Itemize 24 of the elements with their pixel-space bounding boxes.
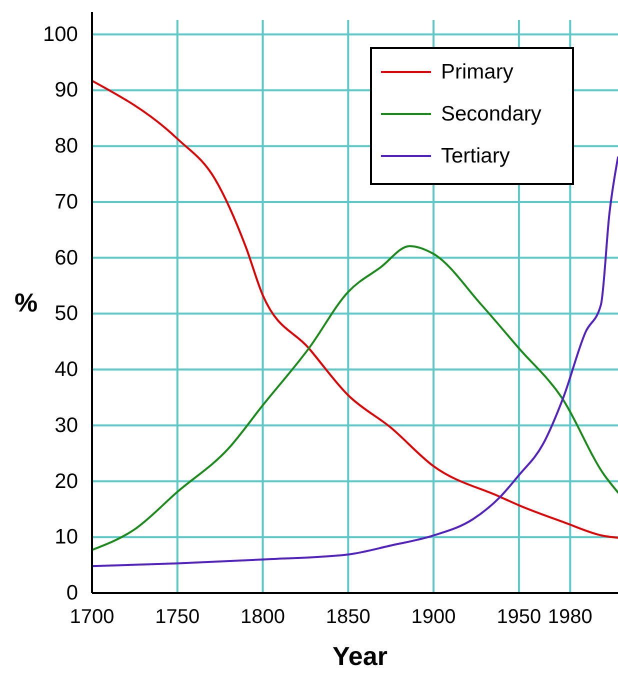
y-tick-label: 0 <box>66 582 78 604</box>
y-tick-label: 40 <box>54 358 78 382</box>
x-tick-label: 1750 <box>155 606 200 628</box>
y-tick-label: 10 <box>54 526 78 549</box>
x-tick-label: 1980 <box>548 606 592 628</box>
y-tick-label: 20 <box>54 470 78 493</box>
x-tick-label: 1900 <box>411 606 456 628</box>
legend-label: Tertiary <box>441 144 510 168</box>
y-tick-label: 30 <box>54 414 78 437</box>
y-axis-title: % <box>14 288 38 318</box>
x-tick-label: 1850 <box>326 606 370 628</box>
x-tick-label: 1950 <box>496 606 542 628</box>
line-series <box>92 245 618 551</box>
y-tick-label: 60 <box>54 246 78 270</box>
y-tick-label: 50 <box>54 302 78 326</box>
y-tick-label: 90 <box>54 78 78 102</box>
y-tick-label: 70 <box>54 190 78 214</box>
y-tick-label: 100 <box>42 22 78 46</box>
x-tick-label: 1800 <box>240 606 286 628</box>
y-tick-label: 80 <box>54 134 78 158</box>
x-tick-label: 1700 <box>70 606 114 628</box>
legend-label: Primary <box>441 60 514 84</box>
legend-label: Secondary <box>441 102 542 126</box>
x-axis-title: Year <box>332 641 388 671</box>
